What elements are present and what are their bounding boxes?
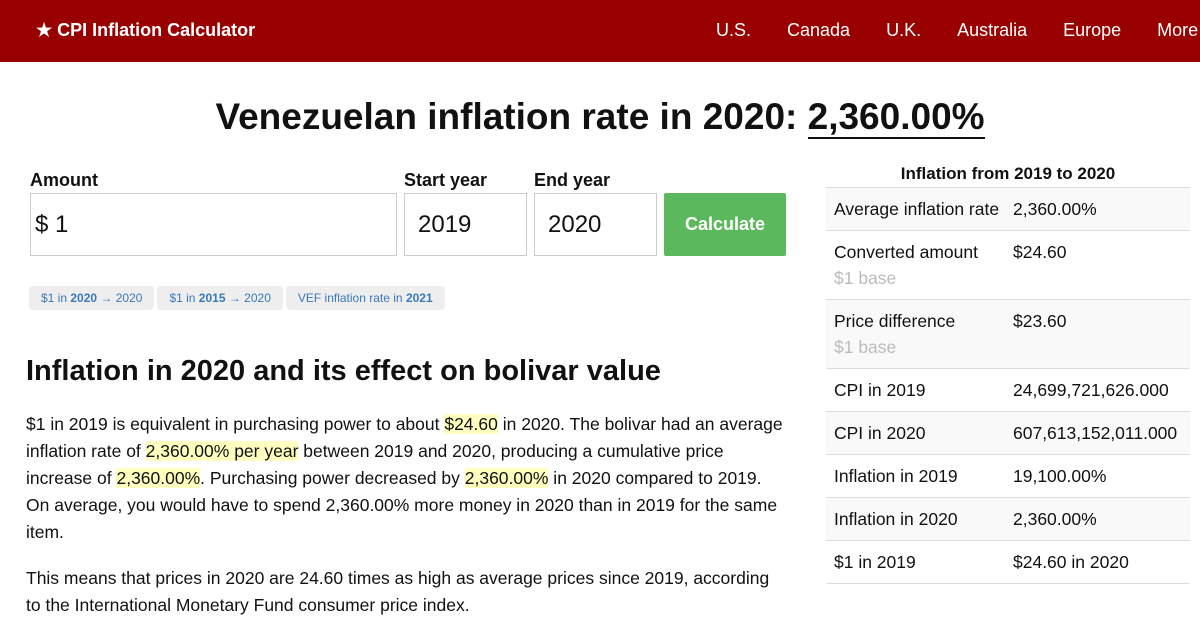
table-row: Converted amount $1 base $24.60 bbox=[826, 231, 1190, 300]
table-row: CPI in 2019 24,699,721,626.000 bbox=[826, 369, 1190, 412]
row-value: $23.60 bbox=[1013, 311, 1067, 331]
amount-input[interactable]: $ 1 bbox=[30, 193, 397, 256]
row-key: Average inflation rate bbox=[834, 199, 1000, 219]
inflation-summary-table: Inflation from 2019 to 2020 Average infl… bbox=[826, 164, 1190, 584]
row-value: 2,360.00% bbox=[1013, 509, 1097, 529]
highlight: 2,360.00% per year bbox=[145, 441, 299, 461]
row-value: 2,360.00% bbox=[1013, 199, 1097, 219]
row-label: Converted amount $1 base bbox=[834, 239, 1013, 291]
chip-text: $1 in bbox=[41, 291, 71, 305]
row-value: 19,100.00% bbox=[1013, 466, 1107, 486]
end-year-input[interactable]: 2020 bbox=[534, 193, 657, 256]
brand-logo[interactable]: ★ CPI Inflation Calculator bbox=[36, 20, 256, 40]
text: in 2020. The bolivar had an average infl… bbox=[26, 414, 783, 461]
table-row: Average inflation rate 2,360.00% bbox=[826, 188, 1190, 231]
table-row: Price difference $1 base $23.60 bbox=[826, 300, 1190, 369]
row-sub: $1 base bbox=[834, 268, 897, 288]
row-key: CPI in 2020 bbox=[834, 423, 926, 443]
calculate-button[interactable]: Calculate bbox=[664, 193, 786, 256]
chip-link[interactable]: $1 in 2015 → 2020 bbox=[157, 286, 283, 310]
section-heading: Inflation in 2020 and its effect on boli… bbox=[26, 355, 661, 387]
nav-links: U.S. Canada U.K. Australia Europe More bbox=[716, 20, 1200, 41]
end-year-label: End year bbox=[534, 170, 611, 190]
highlight: 2,360.00% bbox=[116, 468, 201, 488]
row-key: Converted amount bbox=[834, 242, 978, 262]
chip-bold: 2020 bbox=[70, 291, 98, 305]
row-value: 24,699,721,626.000 bbox=[1013, 380, 1169, 400]
text: $1 in 2019 is equivalent in purchasing p… bbox=[26, 414, 445, 434]
table-row: $1 in 2019 $24.60 in 2020 bbox=[826, 541, 1190, 584]
row-label: CPI in 2019 bbox=[834, 377, 1013, 403]
highlight: 2,360.00% bbox=[464, 468, 549, 488]
row-key: Price difference bbox=[834, 311, 956, 331]
title-rate: 2,360.00% bbox=[807, 96, 985, 139]
summary-paragraph: $1 in 2019 is equivalent in purchasing p… bbox=[26, 411, 786, 546]
page-title: Venezuelan inflation rate in 2020: 2,360… bbox=[0, 96, 1200, 139]
top-nav: ★ CPI Inflation Calculator U.S. Canada U… bbox=[0, 0, 1200, 62]
row-label: Inflation in 2019 bbox=[834, 463, 1013, 489]
row-value: $24.60 bbox=[1013, 242, 1067, 262]
start-year-label: Start year bbox=[404, 170, 488, 190]
title-text: Venezuelan inflation rate in 2020: bbox=[215, 96, 808, 137]
chip-text: → 2020 bbox=[225, 291, 271, 305]
row-label: Average inflation rate bbox=[834, 196, 1013, 222]
row-value: 607,613,152,011.000 bbox=[1013, 423, 1178, 443]
row-label: Inflation in 2020 bbox=[834, 506, 1013, 532]
chip-text: → 2020 bbox=[97, 291, 143, 305]
row-label: CPI in 2020 bbox=[834, 420, 1013, 446]
table-row: Inflation in 2020 2,360.00% bbox=[826, 498, 1190, 541]
chip-link[interactable]: $1 in 2020 → 2020 bbox=[29, 286, 155, 310]
chip-link[interactable]: VEF inflation rate in 2021 bbox=[285, 286, 445, 310]
quick-links: $1 in 2020 → 2020 $1 in 2015 → 2020 VEF … bbox=[29, 286, 445, 310]
row-key: $1 in 2019 bbox=[834, 552, 916, 572]
nav-australia[interactable]: Australia bbox=[957, 20, 1028, 40]
table-row: CPI in 2020 607,613,152,011.000 bbox=[826, 412, 1190, 455]
text: between 2019 and 2020, producing a cumul… bbox=[26, 441, 724, 488]
nav-more[interactable]: More bbox=[1157, 20, 1199, 40]
chip-text: $1 in bbox=[169, 291, 199, 305]
table-row: Inflation in 2019 19,100.00% bbox=[826, 455, 1190, 498]
table-title: Inflation from 2019 to 2020 bbox=[826, 164, 1190, 188]
row-label: $1 in 2019 bbox=[834, 549, 1013, 575]
row-value: $24.60 in 2020 bbox=[1013, 552, 1129, 572]
nav-europe[interactable]: Europe bbox=[1063, 20, 1122, 40]
row-key: Inflation in 2019 bbox=[834, 466, 958, 486]
row-key: Inflation in 2020 bbox=[834, 509, 958, 529]
row-key: CPI in 2019 bbox=[834, 380, 926, 400]
text: in 2020 compared to 2019. On average, yo… bbox=[26, 468, 778, 542]
chip-text: VEF inflation rate in bbox=[297, 291, 406, 305]
nav-uk[interactable]: U.K. bbox=[886, 20, 922, 40]
nav-canada[interactable]: Canada bbox=[787, 20, 851, 40]
highlight: $24.60 bbox=[444, 414, 498, 434]
chip-bold: 2021 bbox=[405, 291, 433, 305]
start-year-input[interactable]: 2019 bbox=[404, 193, 527, 256]
amount-label: Amount bbox=[30, 170, 98, 190]
row-sub: $1 base bbox=[834, 337, 897, 357]
row-label: Price difference $1 base bbox=[834, 308, 1013, 360]
text: . Purchasing power decreased by bbox=[200, 468, 465, 488]
nav-us[interactable]: U.S. bbox=[716, 20, 752, 40]
explanation-paragraph: This means that prices in 2020 are 24.60… bbox=[26, 568, 770, 615]
chip-bold: 2015 bbox=[198, 291, 226, 305]
